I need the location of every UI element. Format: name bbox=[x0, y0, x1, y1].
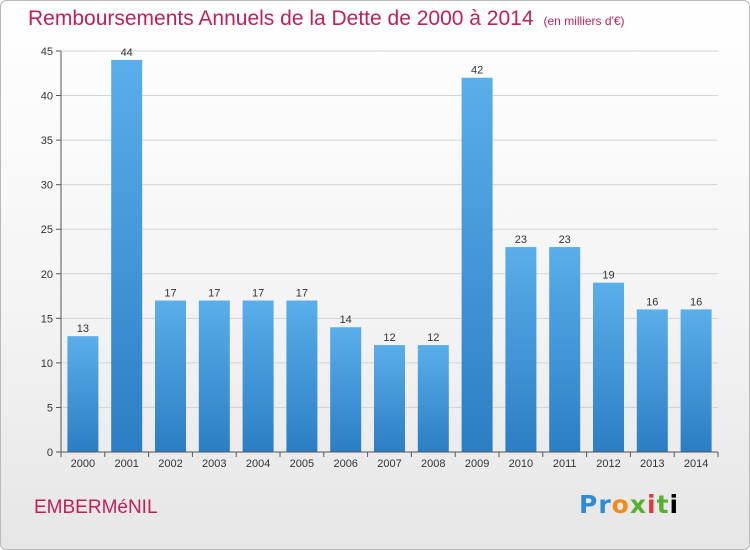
bar bbox=[680, 309, 712, 452]
bar bbox=[505, 247, 537, 452]
y-tick-label: 5 bbox=[47, 402, 53, 414]
x-tick-label: 2002 bbox=[158, 458, 182, 470]
logo-letter: r bbox=[598, 490, 612, 519]
x-tick-label: 2009 bbox=[465, 458, 489, 470]
x-tick-label: 2003 bbox=[202, 458, 226, 470]
y-tick-label: 10 bbox=[41, 358, 53, 370]
y-tick-label: 0 bbox=[47, 447, 53, 459]
bar-value-label: 17 bbox=[296, 288, 308, 300]
bar-value-label: 17 bbox=[208, 288, 220, 300]
bar-value-label: 17 bbox=[164, 288, 176, 300]
bar bbox=[286, 300, 318, 452]
logo-letter: o bbox=[611, 490, 630, 519]
x-tick-label: 2012 bbox=[596, 458, 620, 470]
chart-axes: 0 5 10 15 20 25 30 35 40 45 2000 2001 2002 2003 2004 20… bbox=[41, 46, 719, 470]
y-tick-label: 30 bbox=[41, 180, 53, 192]
proxiti-logo: Proxiti bbox=[579, 490, 679, 519]
x-tick-label: 2006 bbox=[333, 458, 357, 470]
y-tick-label: 15 bbox=[41, 313, 53, 325]
chart-bars bbox=[67, 59, 712, 453]
bar-value-label: 23 bbox=[515, 234, 527, 246]
x-tick-label: 2008 bbox=[421, 458, 445, 470]
y-tick-label: 40 bbox=[41, 91, 53, 103]
chart-title-text: Remboursements Annuels de la Dette de 20… bbox=[28, 7, 534, 30]
logo-letter: i bbox=[647, 490, 657, 519]
logo-letter: i bbox=[669, 490, 680, 519]
bar-value-label: 12 bbox=[427, 332, 439, 344]
y-tick-label: 45 bbox=[41, 46, 53, 58]
chart-title: Remboursements Annuels de la Dette de 20… bbox=[28, 7, 625, 31]
y-tick-label: 25 bbox=[41, 224, 53, 236]
bar-value-label: 12 bbox=[383, 332, 395, 344]
bar-value-label: 13 bbox=[77, 323, 89, 335]
bar bbox=[549, 247, 581, 452]
x-tick-label: 2004 bbox=[246, 458, 270, 470]
bar-value-label: 16 bbox=[646, 296, 658, 308]
logo-letter: t bbox=[656, 490, 670, 519]
bar bbox=[111, 59, 143, 453]
bar-value-label: 16 bbox=[690, 296, 702, 308]
bar bbox=[417, 345, 449, 452]
bar-value-label: 14 bbox=[340, 314, 352, 326]
x-tick-label: 2001 bbox=[114, 458, 138, 470]
bar bbox=[593, 282, 624, 452]
commune-name: EMBERMéNIL bbox=[34, 497, 158, 518]
y-tick-label: 20 bbox=[41, 269, 53, 281]
logo-letter: P bbox=[579, 490, 599, 519]
x-tick-label: 2005 bbox=[290, 458, 314, 470]
bar bbox=[461, 77, 493, 452]
bar bbox=[198, 300, 230, 452]
chart-subtitle: (en milliers d'€) bbox=[543, 14, 625, 28]
bar bbox=[636, 309, 668, 452]
bar-value-label: 23 bbox=[559, 234, 571, 246]
logo-letter: x bbox=[629, 490, 647, 519]
y-tick-label: 35 bbox=[41, 135, 53, 147]
bar bbox=[330, 327, 362, 452]
x-tick-label: 2013 bbox=[640, 458, 664, 470]
bar-value-label: 42 bbox=[471, 65, 483, 77]
x-tick-label: 2011 bbox=[553, 458, 577, 470]
bar-value-label: 17 bbox=[252, 288, 264, 300]
bar-value-label: 44 bbox=[121, 47, 133, 59]
x-tick-label: 2014 bbox=[684, 458, 708, 470]
bar bbox=[67, 336, 99, 452]
x-tick-label: 2007 bbox=[377, 458, 401, 470]
x-tick-label: 2000 bbox=[71, 458, 95, 470]
bar bbox=[374, 345, 405, 452]
bar-value-label: 19 bbox=[602, 270, 614, 282]
x-tick-label: 2010 bbox=[509, 458, 533, 470]
bar bbox=[155, 300, 186, 452]
bar bbox=[242, 300, 274, 452]
chart-value-labels: 13 44 17 17 17 17 14 12 12 42 23 23 19 16 16 bbox=[77, 47, 702, 344]
